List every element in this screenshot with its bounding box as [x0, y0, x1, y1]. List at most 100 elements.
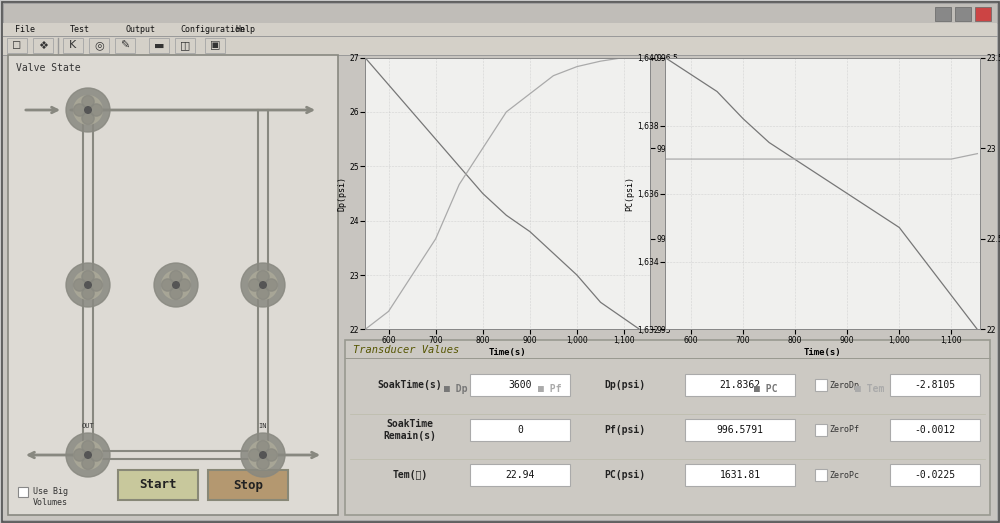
Text: 21.8362: 21.8362 [719, 380, 761, 390]
Circle shape [265, 449, 278, 461]
Bar [345, 340, 990, 515]
Circle shape [82, 270, 94, 283]
Y-axis label: Dp(psi): Dp(psi) [337, 176, 346, 211]
Text: K: K [69, 40, 77, 51]
Text: 996.5791: 996.5791 [716, 425, 764, 435]
Text: ■ Dp: ■ Dp [444, 384, 468, 394]
Text: 22.94: 22.94 [505, 470, 535, 480]
Circle shape [257, 457, 269, 470]
Text: -0.0012: -0.0012 [914, 425, 956, 435]
Circle shape [260, 452, 266, 458]
Text: Test: Test [70, 25, 90, 34]
Text: Dp(psi): Dp(psi) [604, 380, 646, 390]
Circle shape [90, 279, 103, 291]
Text: -0.0225: -0.0225 [914, 470, 956, 480]
Circle shape [82, 287, 94, 300]
Circle shape [170, 270, 182, 283]
Circle shape [248, 449, 261, 461]
Circle shape [154, 263, 198, 307]
Circle shape [90, 449, 103, 461]
Bar [3, 3, 997, 23]
Circle shape [73, 279, 86, 291]
Circle shape [82, 440, 94, 453]
Bar [935, 7, 951, 21]
X-axis label: Time(s): Time(s) [804, 347, 841, 357]
Circle shape [257, 440, 269, 453]
Circle shape [66, 88, 110, 132]
Bar [63, 38, 83, 53]
Text: Output: Output [125, 25, 155, 34]
Text: Tem(℃): Tem(℃) [392, 470, 428, 480]
Bar [685, 374, 795, 396]
Circle shape [74, 96, 102, 124]
Text: ◫: ◫ [180, 40, 190, 51]
Text: ■ Tem: ■ Tem [855, 384, 884, 394]
Text: -2.8105: -2.8105 [914, 380, 956, 390]
Text: ❖: ❖ [38, 40, 48, 51]
Bar [118, 470, 198, 500]
Text: ■ Pf: ■ Pf [538, 384, 562, 394]
Circle shape [66, 263, 110, 307]
Circle shape [82, 457, 94, 470]
Bar [175, 38, 195, 53]
Bar [89, 38, 109, 53]
Bar [3, 23, 997, 36]
Text: Configuration: Configuration [180, 25, 245, 34]
Circle shape [260, 282, 266, 288]
Circle shape [162, 271, 190, 299]
Text: 3600: 3600 [508, 380, 532, 390]
Circle shape [161, 279, 174, 291]
Circle shape [248, 279, 261, 291]
Bar [33, 38, 53, 53]
Bar [205, 38, 225, 53]
Bar [18, 487, 28, 497]
Circle shape [170, 287, 182, 300]
Text: ZeroDp: ZeroDp [829, 381, 859, 390]
Circle shape [85, 107, 91, 113]
Circle shape [85, 452, 91, 458]
Text: Valve State: Valve State [16, 63, 81, 73]
Text: ✎: ✎ [120, 40, 130, 51]
Circle shape [178, 279, 191, 291]
Circle shape [249, 441, 277, 469]
Circle shape [74, 271, 102, 299]
Circle shape [241, 263, 285, 307]
Text: Transducer Values: Transducer Values [353, 345, 459, 355]
Circle shape [74, 441, 102, 469]
Bar [8, 55, 338, 515]
Text: ▣: ▣ [210, 40, 220, 51]
Circle shape [257, 287, 269, 300]
Bar [115, 38, 135, 53]
Circle shape [90, 104, 103, 116]
Y-axis label: Pf(psi): Pf(psi) [681, 176, 690, 211]
Circle shape [241, 433, 285, 477]
Circle shape [265, 279, 278, 291]
Bar [7, 38, 27, 53]
Bar [815, 469, 827, 481]
Circle shape [85, 282, 91, 288]
Circle shape [249, 271, 277, 299]
Circle shape [82, 112, 94, 124]
Text: SoakTime(s): SoakTime(s) [378, 380, 442, 390]
Bar [685, 419, 795, 441]
Bar [470, 464, 570, 486]
Bar [890, 464, 980, 486]
Text: 1631.81: 1631.81 [719, 470, 761, 480]
Bar [208, 470, 288, 500]
Text: Use Big: Use Big [33, 487, 68, 496]
Circle shape [73, 104, 86, 116]
Text: ■ PC: ■ PC [754, 384, 778, 394]
Text: Start: Start [139, 479, 177, 492]
Text: 0: 0 [517, 425, 523, 435]
Text: ZeroPc: ZeroPc [829, 471, 859, 480]
Circle shape [66, 433, 110, 477]
Text: OUT: OUT [82, 423, 94, 429]
Bar [955, 7, 971, 21]
Text: Stop: Stop [233, 479, 263, 492]
Bar [815, 379, 827, 391]
X-axis label: Time(s): Time(s) [489, 347, 526, 357]
Bar [890, 374, 980, 396]
Text: Volumes: Volumes [33, 498, 68, 507]
Text: ◎: ◎ [94, 40, 104, 51]
Circle shape [257, 270, 269, 283]
